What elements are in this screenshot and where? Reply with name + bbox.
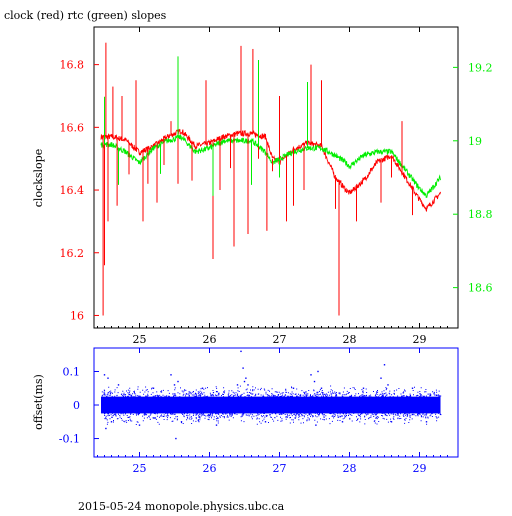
slopes-y2tick-label: 19.2	[468, 61, 493, 74]
offset-xtick-label: 29	[413, 462, 427, 475]
slopes-xtick-label: 26	[203, 333, 217, 346]
offset-outlier-point	[138, 424, 141, 426]
offset-xtick-label: 27	[273, 462, 287, 475]
slopes-plot-area: 25 26 27 28 29 16 16.2 16.4 16.6 16.8 18.6 18.8 19 19…	[60, 27, 493, 346]
slopes-xtick-label: 27	[273, 333, 287, 346]
offset-band	[101, 396, 441, 414]
offset-outlier-point	[411, 387, 414, 389]
slopes-xtick-label: 29	[413, 333, 427, 346]
offset-outlier-point	[341, 421, 344, 423]
offset-outlier-point	[177, 380, 179, 383]
offset-outlier-point	[390, 421, 393, 423]
offset-ytick-label: 0.1	[63, 365, 81, 378]
offset-outlier-point	[247, 384, 249, 386]
offset-outlier-point	[320, 387, 323, 389]
slopes-ytick-label: 16.2	[60, 247, 85, 260]
slopes-y2tick-label: 18.6	[468, 282, 493, 295]
chart-title: clock (red) rtc (green) slopes	[4, 9, 167, 22]
offset-outlier-point	[242, 367, 244, 369]
offset-ytick-label: -0.1	[59, 433, 80, 446]
offset-xtick-label: 28	[343, 462, 357, 475]
slopes-ytick-label: 16.6	[60, 121, 85, 134]
offset-xtick-label: 25	[133, 462, 147, 475]
offset-outlier-point	[310, 374, 312, 376]
slopes-y2tick-label: 19	[468, 135, 482, 148]
offset-ylabel: offset(ms)	[32, 374, 45, 430]
offset-outlier-point	[380, 377, 382, 379]
clock-series-line	[100, 128, 441, 212]
slopes-y2tick-label: 18.8	[468, 208, 493, 221]
offset-outlier-point	[236, 384, 239, 386]
offset-outlier-point	[315, 424, 317, 426]
offset-outlier-point	[313, 380, 316, 383]
offset-outlier-point	[117, 384, 120, 386]
slopes-xtick-label: 25	[133, 333, 147, 346]
offset-outlier-point	[215, 424, 218, 426]
footer-text: 2015-05-24 monopole.physics.ubc.ca	[78, 500, 285, 512]
slopes-panel: clockslope 25 26 27 28 29 16 16.2 16.4 16.6 16.8 1…	[32, 26, 493, 346]
slopes-ytick-label: 16	[70, 309, 84, 322]
slopes-ytick-label: 16.8	[60, 59, 85, 72]
offset-xtick-label: 26	[203, 462, 217, 475]
offset-outlier-point	[387, 384, 389, 386]
offset-outlier-point	[201, 387, 204, 389]
offset-outlier-point	[110, 421, 113, 423]
offset-outlier-point	[243, 380, 246, 383]
offset-outlier-point	[173, 384, 176, 386]
offset-outlier-point	[152, 387, 155, 389]
offset-outlier-point	[240, 350, 242, 353]
offset-outlier-point	[105, 427, 107, 430]
offset-fringe-points	[101, 385, 442, 425]
offset-plot-area: 25 26 27 28 29 -0.1 0 0.1	[59, 348, 448, 475]
offset-panel: offset(ms) 25 26 27 28 29 -0.1 0 0.1	[32, 347, 459, 475]
offset-outlier-point	[175, 437, 177, 440]
offset-outlier-point	[180, 421, 183, 423]
offset-outlier-point	[362, 387, 365, 389]
offset-outlier-point	[292, 387, 295, 389]
offset-outlier-point	[103, 374, 106, 376]
rtc-series-line	[100, 134, 441, 199]
offset-plot-frame	[93, 347, 459, 458]
slopes-plot-frame	[93, 26, 459, 329]
offset-outlier-point	[425, 421, 428, 423]
offset-outlier-point	[383, 364, 386, 366]
slopes-ylabel: clockslope	[32, 149, 45, 207]
offset-outlier-point	[264, 421, 267, 423]
slopes-xtick-label: 28	[343, 333, 357, 346]
offset-ytick-label: 0	[73, 399, 80, 412]
offset-outlier-point	[245, 377, 247, 379]
offset-outlier-point	[170, 374, 172, 376]
offset-outlier-point	[317, 370, 319, 373]
slopes-ytick-label: 16.4	[60, 184, 85, 197]
offset-outlier-point	[107, 377, 109, 379]
